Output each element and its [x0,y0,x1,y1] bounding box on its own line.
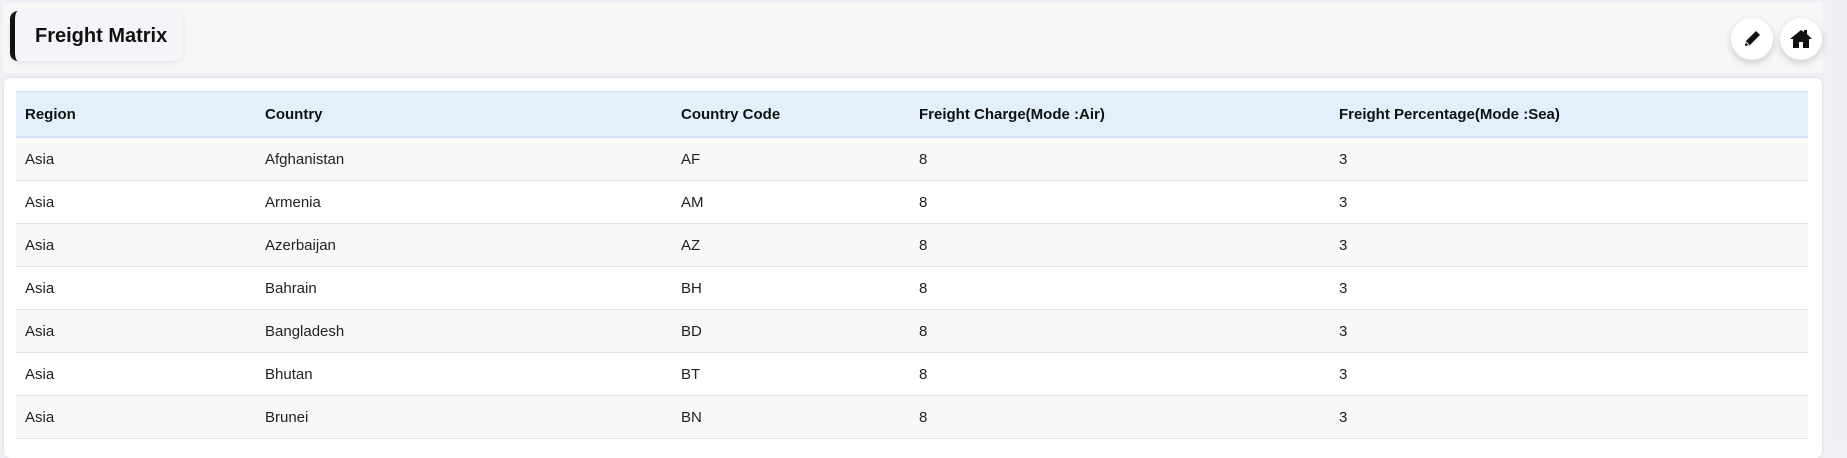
table-cell: 3 [1330,395,1808,439]
table-cell: Asia [16,180,256,224]
table-header-row: Region Country Country Code Freight Charge(… [16,91,1808,138]
table-row[interactable]: Asia Bahrain BH 8 3 [16,266,1808,310]
table-row[interactable]: Asia Brunei BN 8 3 [16,395,1808,439]
table-cell: Asia [16,352,256,396]
table-cell: 8 [910,266,1330,310]
table-row[interactable]: Asia Azerbaijan AZ 8 3 [16,223,1808,267]
table-cell: Asia [16,223,256,267]
table-cell: 8 [910,223,1330,267]
table-cell: Asia [16,266,256,310]
pencil-icon [1745,31,1760,46]
table-cell: 8 [910,309,1330,353]
column-header[interactable]: Country Code [672,91,910,138]
table-cell: 3 [1330,266,1808,310]
home-button[interactable] [1780,18,1822,60]
table-cell: BD [672,309,910,353]
table-cell: AZ [672,223,910,267]
table-cell: Bhutan [256,352,672,396]
scrollbar[interactable] [1833,0,1847,443]
home-icon [1790,30,1812,48]
table-cell: Azerbaijan [256,223,672,267]
table-cell: 3 [1330,137,1808,181]
page-header [3,3,1823,73]
table-row[interactable]: Asia Bhutan BT 8 3 [16,352,1808,396]
column-header[interactable]: Freight Percentage(Mode :Sea) [1330,91,1808,138]
table-cell: BT [672,352,910,396]
table-cell: 8 [910,352,1330,396]
table-row[interactable]: Asia Bangladesh BD 8 3 [16,309,1808,353]
table-cell: 8 [910,395,1330,439]
table-cell: 3 [1330,180,1808,224]
table-cell: Asia [16,395,256,439]
edit-button[interactable] [1731,18,1773,60]
table-row[interactable]: Asia Armenia AM 8 3 [16,180,1808,224]
table-cell: 3 [1330,352,1808,396]
table-card: Region Country Country Code Freight Charge(… [4,78,1822,458]
table-cell: 3 [1330,223,1808,267]
freight-table: Region Country Country Code Freight Charge(… [16,91,1808,439]
column-header[interactable]: Country [256,91,672,138]
table-cell: Asia [16,309,256,353]
table-cell: 8 [910,180,1330,224]
table-cell: Bangladesh [256,309,672,353]
table-cell: Afghanistan [256,137,672,181]
table-cell: BN [672,395,910,439]
table-cell: 8 [910,137,1330,181]
table-cell: Bahrain [256,266,672,310]
table-cell: Armenia [256,180,672,224]
table-cell: Asia [16,137,256,181]
table-cell: Brunei [256,395,672,439]
page-title: Freight Matrix [10,11,184,61]
table-cell: 3 [1330,309,1808,353]
table-cell: BH [672,266,910,310]
column-header[interactable]: Freight Charge(Mode :Air) [910,91,1330,138]
column-header[interactable]: Region [16,91,256,138]
table-cell: AF [672,137,910,181]
table-cell: AM [672,180,910,224]
table-row[interactable]: Asia Afghanistan AF 8 3 [16,137,1808,181]
